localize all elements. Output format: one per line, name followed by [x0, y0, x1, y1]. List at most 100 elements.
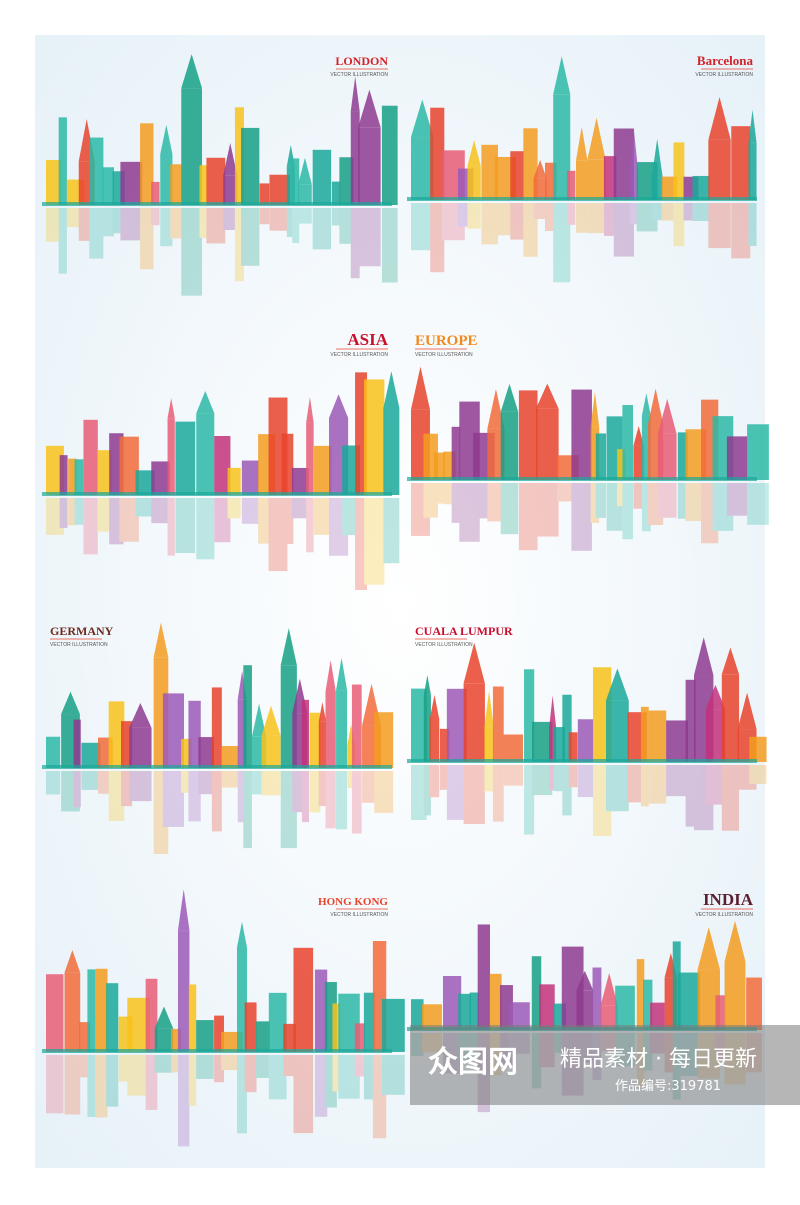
building-reflection — [145, 1055, 158, 1110]
building-reflection — [338, 1055, 360, 1099]
building-reflection — [129, 771, 152, 802]
building-reflection — [429, 765, 440, 798]
building — [677, 432, 688, 480]
building-reflection — [562, 765, 572, 816]
building — [244, 1002, 257, 1052]
building — [553, 94, 571, 200]
spire — [223, 142, 238, 176]
building — [467, 165, 481, 200]
skylines — [42, 54, 769, 1147]
building — [748, 142, 757, 200]
building-reflection — [627, 765, 647, 803]
building-reflection — [443, 483, 456, 505]
spire — [129, 703, 152, 728]
spire — [576, 126, 588, 161]
building — [531, 956, 542, 1030]
building — [562, 694, 572, 762]
skyline — [411, 920, 762, 1030]
building — [374, 712, 394, 768]
spire — [423, 675, 431, 695]
building-reflection — [595, 483, 607, 518]
building — [211, 687, 222, 768]
building — [58, 117, 67, 205]
building — [661, 176, 678, 200]
building — [576, 160, 588, 200]
building — [469, 992, 479, 1030]
reflection — [46, 1055, 405, 1147]
spire — [318, 702, 326, 722]
building-reflection — [324, 1055, 337, 1108]
building-reflection — [221, 1055, 243, 1071]
building-reflection — [269, 208, 290, 231]
building — [587, 159, 606, 200]
building-reflection — [171, 1055, 182, 1073]
building-reflection — [374, 771, 394, 813]
building-reflection — [640, 765, 649, 807]
building — [167, 418, 175, 495]
building-reflection — [223, 208, 238, 230]
building — [170, 164, 182, 205]
building — [673, 142, 685, 200]
ground — [42, 202, 392, 206]
building-reflection — [364, 498, 385, 585]
building — [458, 993, 472, 1030]
building — [600, 1005, 618, 1030]
building — [705, 709, 726, 762]
panel-subtitle: VECTOR ILLUSTRATION — [695, 72, 753, 78]
building-reflection — [97, 498, 112, 532]
building — [721, 674, 740, 762]
building-reflection — [170, 208, 182, 239]
spire — [693, 637, 714, 676]
spire — [196, 390, 215, 414]
spire — [657, 398, 677, 434]
building-reflection — [494, 203, 517, 236]
building-reflection — [127, 1055, 150, 1096]
building-reflection — [106, 1055, 119, 1107]
building — [286, 166, 295, 205]
building — [338, 993, 360, 1052]
building-reflection — [383, 498, 400, 564]
building-reflection — [196, 498, 215, 560]
spire — [587, 117, 606, 160]
building — [154, 1028, 174, 1052]
panel-title: EUROPE — [415, 333, 478, 349]
building — [518, 390, 538, 480]
spire — [329, 394, 349, 418]
watermark: 众图网 精品素材 · 每日更新 作品编号:319781 — [410, 1025, 800, 1105]
building-reflection — [188, 771, 201, 822]
building-reflection — [347, 771, 355, 789]
spire — [64, 949, 81, 973]
building — [677, 972, 701, 1030]
building — [566, 170, 576, 200]
building-reflection — [636, 203, 658, 232]
spire — [177, 889, 190, 931]
building — [622, 405, 634, 480]
building — [324, 982, 337, 1052]
building — [731, 126, 751, 200]
building-reflection — [87, 1055, 96, 1117]
building-reflection — [518, 483, 538, 551]
building-reflection — [673, 203, 685, 247]
building-reflection — [59, 498, 68, 528]
building-reflection — [58, 208, 67, 274]
building — [227, 467, 241, 495]
panel-title: HONG KONG — [318, 896, 388, 908]
building — [381, 998, 405, 1052]
building-reflection — [268, 498, 288, 572]
panel-subtitle: VECTOR ILLUSTRATION — [330, 352, 388, 358]
building — [411, 688, 427, 762]
panel-subtitle: VECTOR ILLUSTRATION — [415, 642, 473, 648]
building — [685, 679, 696, 762]
building-reflection — [251, 771, 267, 795]
building — [533, 178, 547, 200]
building-reflection — [199, 208, 207, 238]
building-reflection — [68, 498, 77, 526]
building — [46, 445, 64, 495]
building — [214, 1015, 224, 1052]
building-reflection — [153, 771, 169, 855]
building — [524, 669, 535, 762]
building — [120, 161, 143, 205]
building — [446, 688, 467, 762]
building — [568, 732, 578, 762]
building — [633, 445, 644, 480]
